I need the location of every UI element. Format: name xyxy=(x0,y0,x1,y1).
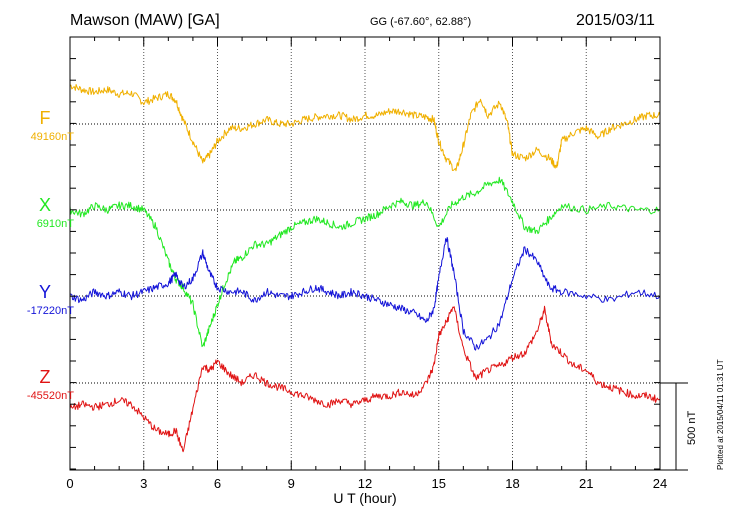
series-line-z xyxy=(69,305,661,453)
baseline-label-y: -17220nT xyxy=(26,305,74,317)
series-line-y xyxy=(69,237,661,351)
date-label: 2015/03/11 xyxy=(576,12,655,29)
axis-ticks xyxy=(69,37,661,470)
scale-bar xyxy=(660,382,688,471)
x-tick-label-0: 0 xyxy=(66,476,73,491)
x-axis-label: U T (hour) xyxy=(333,490,396,506)
station-title: Mawson (MAW) [GA] xyxy=(70,12,220,29)
x-tick-label-6: 18 xyxy=(505,476,519,491)
x-tick-label-1: 3 xyxy=(140,476,147,491)
plotted-timestamp: Plotted at 2015/04/11 01:31 UT xyxy=(716,359,725,470)
x-tick-label-2: 6 xyxy=(214,476,221,491)
x-tick-label-7: 21 xyxy=(579,476,593,491)
component-label-x: X xyxy=(38,195,51,215)
component-label-y: Y xyxy=(38,282,51,302)
scale-bar-label: 500 nT xyxy=(686,410,698,445)
x-tick-label-5: 15 xyxy=(432,476,446,491)
coordinates-label: GG (-67.60°, 62.88°) xyxy=(370,16,472,28)
series-line-x xyxy=(69,176,661,348)
series-line-f xyxy=(69,84,661,172)
component-label-z: Z xyxy=(39,367,51,387)
component-label-f: F xyxy=(39,108,51,128)
x-tick-label-8: 24 xyxy=(653,476,667,491)
baseline-label-z: -45520nT xyxy=(26,390,74,402)
series-lines xyxy=(69,84,661,453)
x-tick-label-4: 12 xyxy=(358,476,372,491)
grid-lines xyxy=(143,37,587,470)
baseline-label-x: 6910nT xyxy=(36,218,74,230)
x-tick-label-3: 9 xyxy=(288,476,295,491)
baseline-label-f: 49160nT xyxy=(30,131,74,143)
x-tick-labels: 0 3 6 9 12 15 18 21 24 xyxy=(66,476,667,491)
